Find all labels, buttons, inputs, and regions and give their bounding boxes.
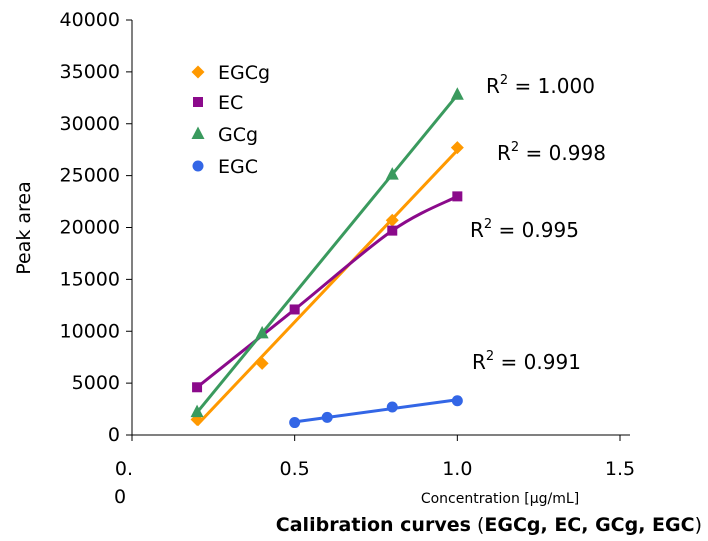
y-tick-label: 20000 — [60, 217, 120, 239]
r2-label-egc: R2 = 0.991 — [472, 349, 581, 374]
fit-line-egcg — [195, 149, 459, 427]
point-gcg — [385, 167, 399, 180]
data-markers — [190, 87, 464, 429]
point-gcg — [190, 404, 204, 418]
point-gcg — [450, 87, 464, 100]
y-tick-label: 10000 — [60, 320, 120, 342]
caption-paren-close: ) — [694, 514, 702, 536]
caption-paren-open: ( — [470, 514, 485, 536]
legend-label-ec: EC — [218, 92, 243, 114]
r2-label-gcg: R2 = 1.000 — [486, 73, 595, 98]
legend-label-egcg: EGCg — [218, 62, 270, 84]
point-ec — [452, 191, 463, 202]
r2-label-ec: R2 = 0.995 — [470, 217, 579, 242]
y-axis-label: Peak area — [13, 181, 35, 275]
x-tick-label-wrap: 0 — [114, 486, 126, 508]
legend-label-egc: EGC — [218, 156, 258, 178]
y-tick-label: 0 — [108, 424, 120, 446]
point-egc — [289, 417, 301, 429]
fit-lines — [195, 94, 459, 427]
x-tick-label: 1.0 — [442, 458, 472, 480]
fit-line-gcg — [195, 94, 459, 414]
legend-marker-egc — [192, 160, 204, 172]
point-egcg — [450, 141, 464, 155]
r2-label-egcg: R2 = 0.998 — [497, 140, 606, 165]
point-egc — [451, 395, 463, 407]
y-tick-label: 30000 — [60, 113, 120, 135]
point-ec — [192, 382, 203, 393]
point-ec — [289, 304, 300, 315]
x-tick-label: 0.5 — [280, 458, 310, 480]
axes: 0 5000 10000 15000 20000 25000 30000 35000 40000… — [60, 9, 636, 508]
caption-series: EGCg, EC, GCg, EGC — [484, 514, 695, 536]
legend: EGCg EC GCg EGC — [191, 62, 270, 178]
x-tick-label: 1.5 — [605, 458, 635, 480]
calibration-chart: 0 5000 10000 15000 20000 25000 30000 35000 40000… — [13, 9, 636, 508]
legend-marker-ec — [193, 97, 203, 107]
fit-line-ec — [196, 195, 459, 389]
y-tick-label: 35000 — [60, 61, 120, 83]
point-ec — [387, 225, 398, 236]
y-tick-label: 5000 — [72, 372, 120, 394]
point-gcg — [255, 325, 269, 339]
x-axis-label: Concentration [μg/mL] — [421, 491, 579, 507]
point-egcg — [385, 213, 399, 227]
legend-marker-egcg — [191, 65, 205, 79]
legend-marker-gcg — [191, 126, 205, 139]
x-tick-label: 0. — [115, 458, 133, 480]
legend-label-gcg: GCg — [218, 124, 258, 146]
caption-title: Calibration curves — [275, 514, 471, 536]
point-egcg — [255, 356, 269, 370]
r2-labels: R2 = 0.998 R2 = 0.995 R2 = 1.000 R2 = 0.991 — [470, 73, 606, 374]
y-tick-label: 15000 — [60, 268, 120, 290]
point-egc — [386, 401, 398, 413]
point-egc — [321, 411, 333, 423]
fit-line-egc — [294, 398, 458, 424]
chart-caption: Calibration curves (EGCg, EC, GCg, EGC) — [276, 514, 702, 536]
y-tick-label: 40000 — [60, 9, 120, 31]
y-tick-label: 25000 — [60, 165, 120, 187]
